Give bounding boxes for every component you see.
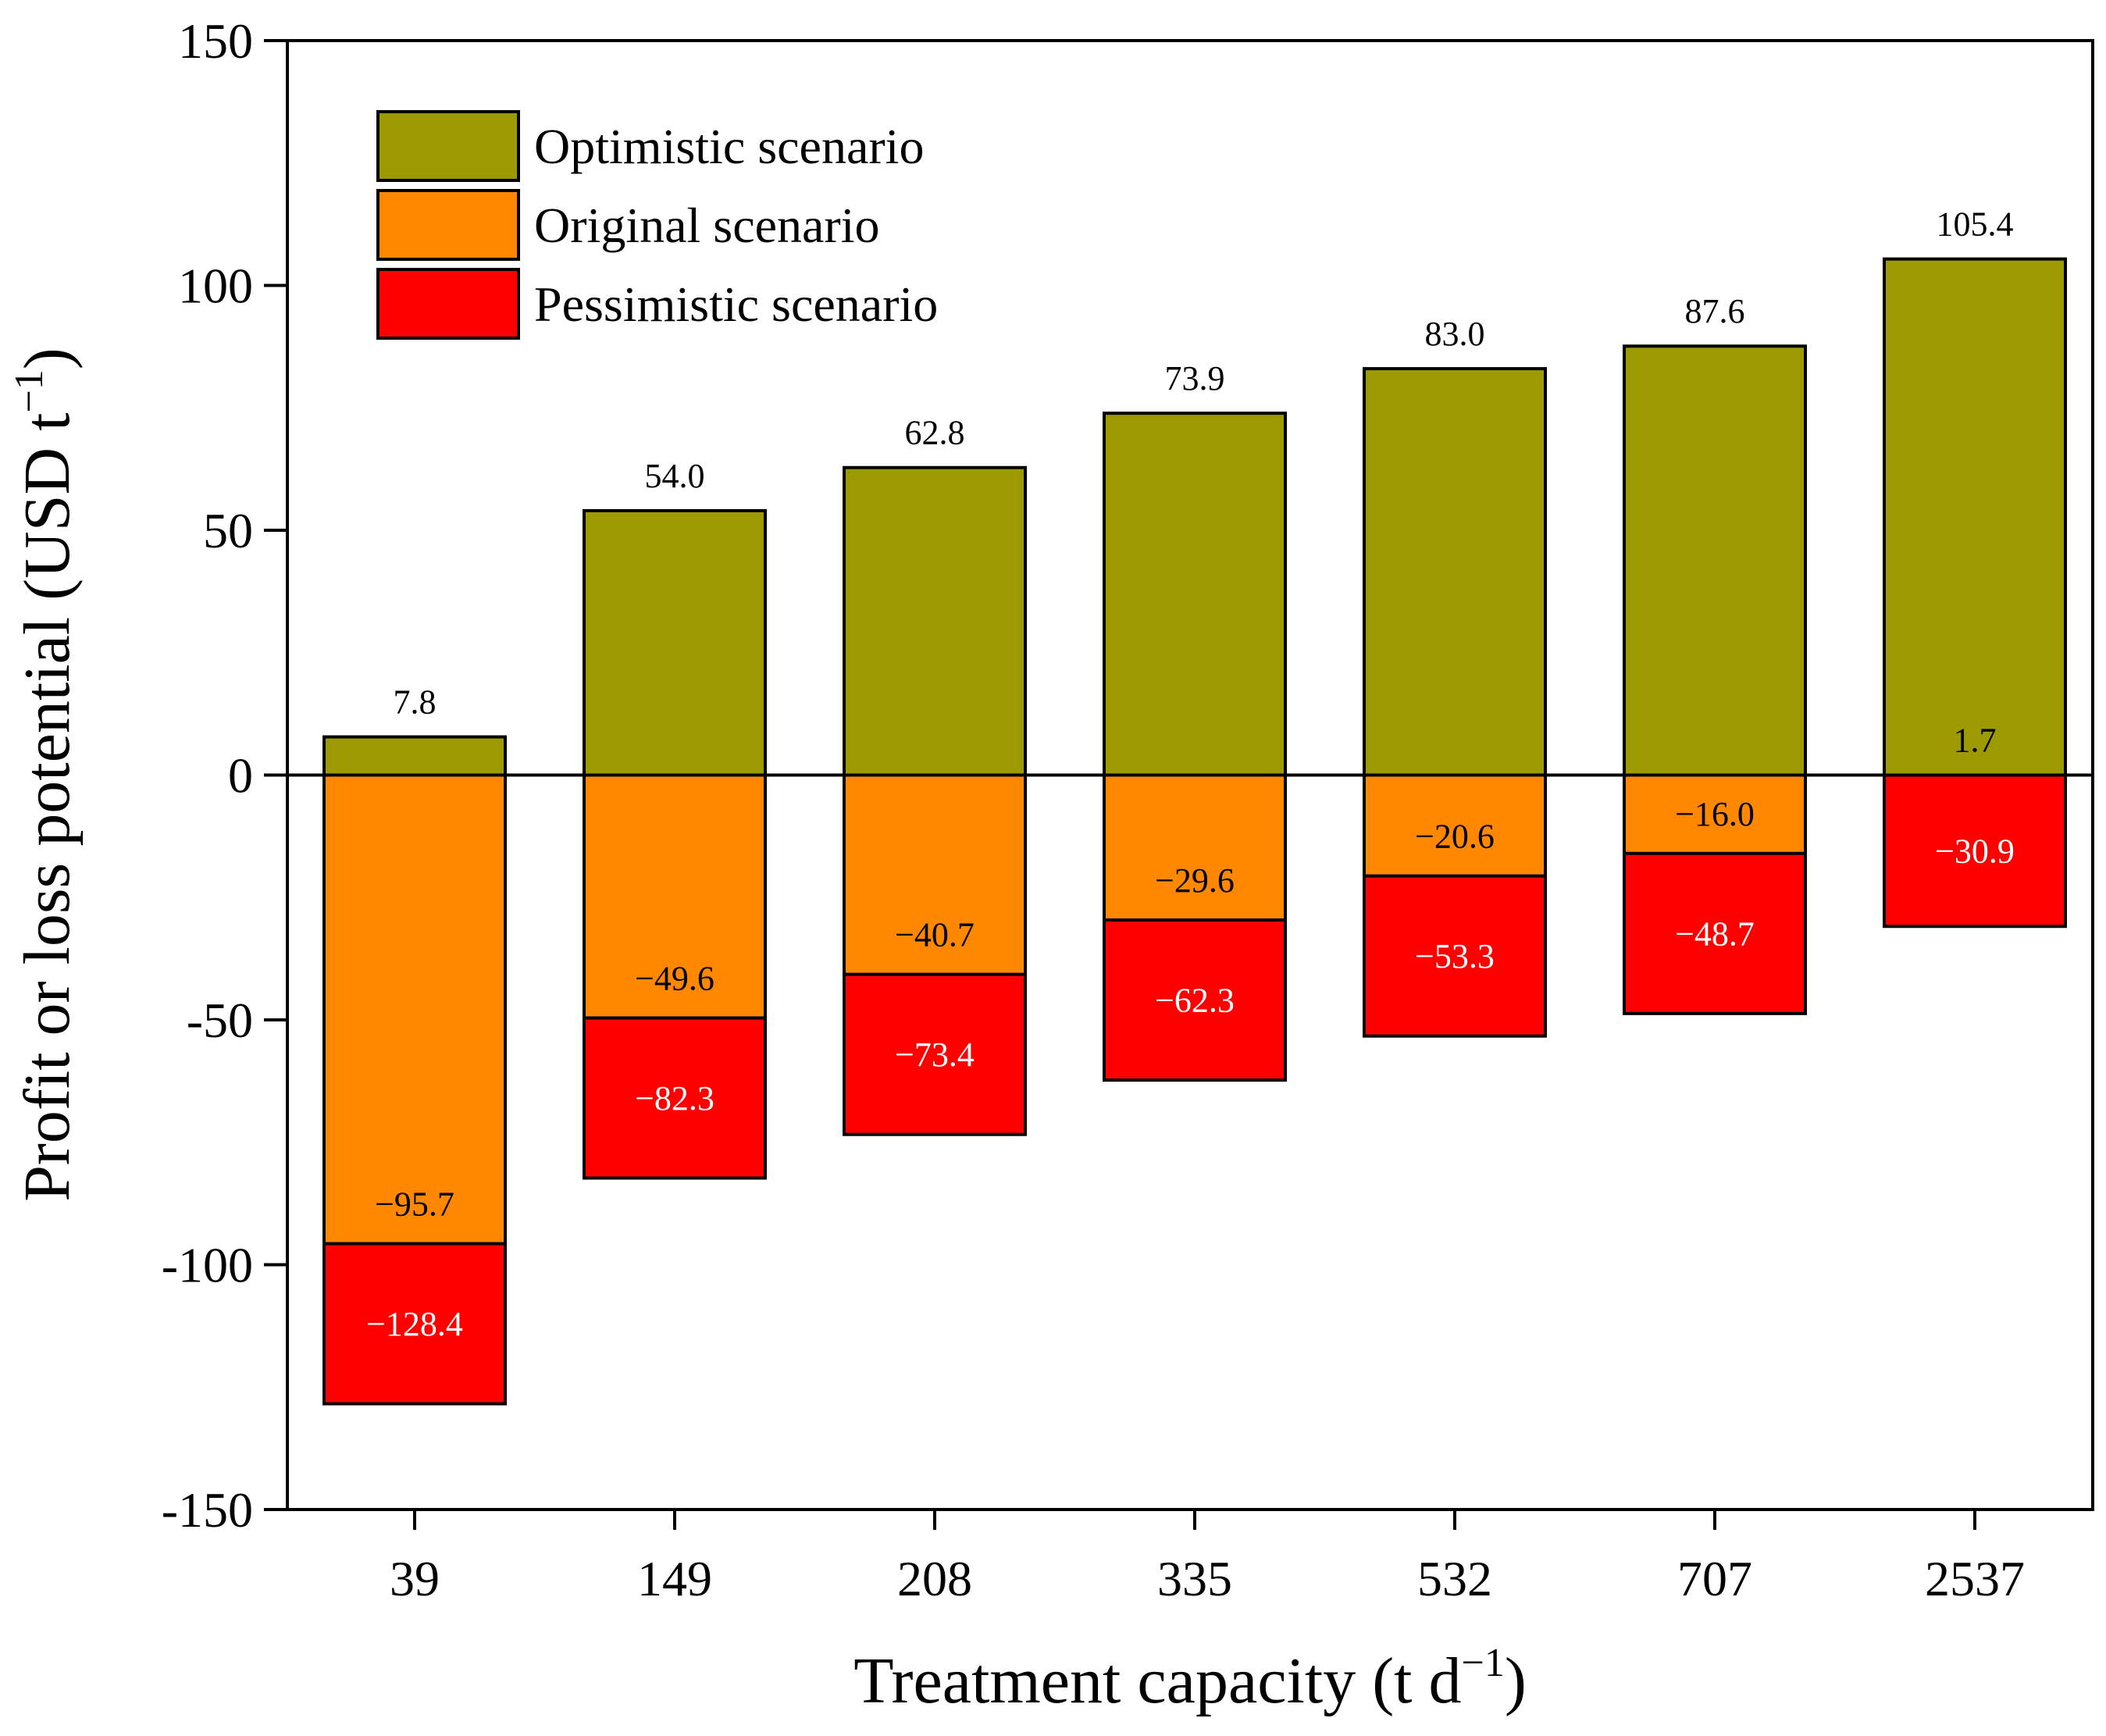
bar-optimistic-149 [583,508,767,777]
x-axis: 39 149 208 335 532 707 2537 [390,1510,2025,1606]
y-tick-label: -50 [187,993,253,1048]
label-pessimistic-707: −48.7 [1675,914,1755,953]
x-tick-label: 335 [1157,1551,1232,1606]
label-pessimistic-39: −128.4 [366,1305,463,1343]
y-tick-label: -100 [162,1238,253,1293]
label-optimistic-2537: 105.4 [1937,205,2014,244]
label-pessimistic-208: −73.4 [895,1036,975,1074]
legend-swatch-pessimistic [376,268,520,340]
label-optimistic-532: 83.0 [1425,315,1485,353]
label-optimistic-208: 62.8 [905,414,965,452]
bar-optimistic-208 [843,465,1027,777]
bar-pessimistic-2537 [1883,773,2067,929]
label-pessimistic-2537: −30.9 [1935,832,2015,870]
bar-original-39 [322,773,507,1246]
label-optimistic-707: 87.6 [1685,292,1745,330]
bar-optimistic-335 [1103,412,1287,777]
x-tick-label: 39 [390,1551,440,1606]
bar-optimistic-532 [1363,367,1547,777]
label-original-707: −16.0 [1675,795,1755,833]
y-tick-label: 0 [228,748,253,804]
label-pessimistic-149: −82.3 [635,1079,714,1118]
legend-swatch-optimistic [376,110,520,182]
label-optimistic-39: 7.8 [394,683,437,722]
bar-original-707 [1623,773,1807,855]
x-tick-label: 532 [1417,1551,1492,1606]
x-axis-title: Treatment capacity (t d−1) [853,1641,1527,1717]
y-tick-label: 100 [178,258,253,314]
label-optimistic-149: 54.0 [645,457,705,495]
bars-layer [322,257,2067,1406]
bar-optimistic-707 [1623,344,1807,777]
label-original-2537: 1.7 [1954,722,1997,760]
bar-original-335 [1103,773,1287,922]
label-original-149: −49.6 [635,959,714,997]
label-pessimistic-532: −53.3 [1415,937,1495,975]
bar-original-149 [583,773,767,1020]
x-tick-label: 208 [897,1551,972,1606]
y-axis: 150 100 50 0 -50 -100 -150 [162,13,287,1538]
label-optimistic-335: 73.9 [1165,359,1225,397]
bar-optimistic-2537 [1883,257,2067,777]
label-original-208: −40.7 [895,916,975,954]
bar-labels-layer: 7.8 54.0 62.8 73.9 83.0 87.6 105.4 −95.7 −49.6 −4… [366,205,2015,1343]
y-tick-label: 50 [203,503,253,558]
legend-swatch-original [376,189,520,261]
label-original-532: −20.6 [1415,818,1495,856]
legend: Optimistic scenario Original scenario Pess… [376,110,938,340]
legend-label-original: Original scenario [534,198,880,253]
legend-label-pessimistic: Pessimistic scenario [534,276,938,332]
x-tick-label: 2537 [1925,1551,2025,1606]
y-tick-label: -150 [162,1482,253,1538]
x-tick-label: 707 [1677,1551,1752,1606]
label-original-39: −95.7 [375,1185,454,1224]
legend-label-optimistic: Optimistic scenario [534,119,924,174]
x-tick-label: 149 [637,1551,712,1606]
bar-original-532 [1363,773,1547,878]
label-original-335: −29.6 [1155,861,1235,900]
label-pessimistic-335: −62.3 [1155,982,1235,1020]
y-axis-title: Profit or loss potential (USD t−1) [7,348,84,1202]
y-tick-label: 150 [178,13,253,69]
bar-optimistic-39 [322,735,507,777]
